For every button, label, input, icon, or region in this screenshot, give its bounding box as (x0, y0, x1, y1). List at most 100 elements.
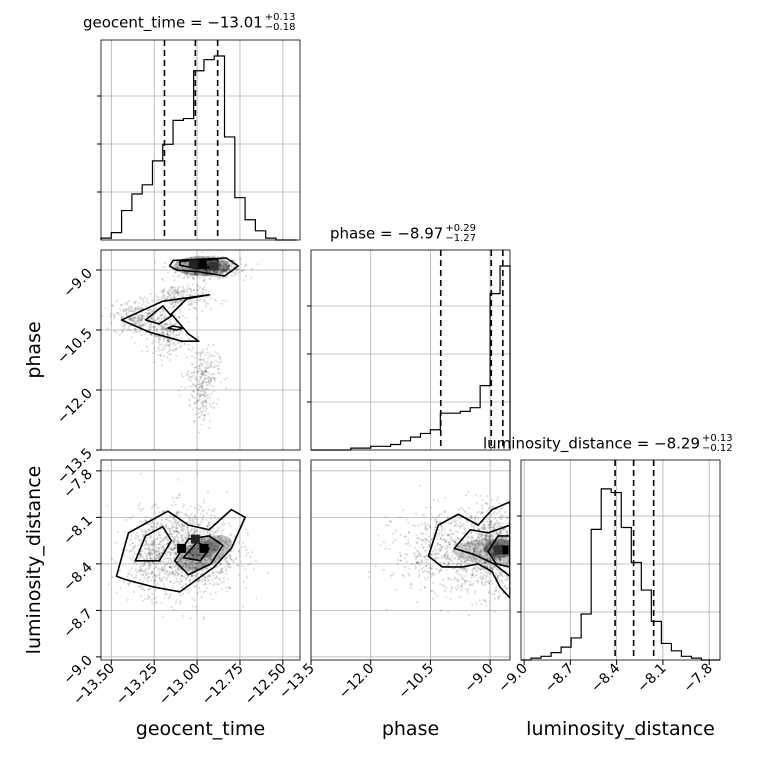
sample-point (153, 511, 157, 514)
sample-point (199, 359, 202, 362)
sample-point (195, 400, 199, 403)
sample-point (216, 527, 219, 530)
sample-point (438, 543, 442, 547)
sample-point (247, 534, 250, 537)
sample-point (195, 563, 198, 567)
sample-point (414, 557, 417, 560)
sample-point (447, 577, 450, 580)
sample-point (205, 269, 208, 272)
sample-point (212, 527, 215, 531)
sample-point (428, 545, 431, 548)
sample-point (447, 611, 450, 614)
sample-point (203, 298, 206, 301)
sample-point (433, 552, 437, 555)
sample-point (228, 264, 231, 267)
sample-point (169, 515, 172, 518)
sample-point (212, 548, 216, 551)
sample-point (195, 401, 198, 404)
sample-point (186, 547, 189, 550)
sample-point (148, 575, 151, 578)
sample-point (483, 599, 486, 602)
sample-point (150, 526, 154, 529)
sample-point (216, 565, 219, 568)
sample-point (202, 563, 206, 567)
sample-point (485, 544, 488, 547)
sample-point (219, 272, 222, 275)
sample-point (196, 393, 200, 396)
sample-point (160, 297, 164, 300)
sample-point (199, 555, 202, 558)
sample-point (500, 573, 503, 576)
sample-point (176, 496, 180, 500)
sample-point (494, 521, 497, 524)
sample-point (430, 567, 434, 570)
sample-point (190, 349, 193, 352)
sample-point (171, 535, 174, 538)
sample-point (201, 380, 205, 384)
sample-point (470, 515, 473, 518)
sample-point (221, 570, 224, 573)
sample-point (250, 276, 253, 279)
sample-point (153, 319, 156, 323)
sample-point (449, 578, 453, 581)
sample-point (477, 541, 480, 544)
scatter-panel-phase-vs-luminosity_distance (310, 459, 511, 661)
sample-point (190, 575, 193, 578)
sample-point (445, 569, 448, 572)
sample-point (416, 554, 420, 557)
sample-point (168, 595, 172, 598)
sample-point (456, 584, 459, 587)
sample-point (482, 568, 485, 571)
sample-point (186, 372, 190, 375)
sample-point (226, 264, 229, 268)
sample-point (184, 316, 187, 319)
sample-point (149, 557, 153, 560)
sample-point (180, 585, 183, 589)
sample-point (487, 536, 490, 539)
sample-point (201, 372, 205, 375)
sample-point (169, 557, 172, 560)
sample-point (195, 567, 198, 570)
sample-point (219, 357, 222, 361)
sample-point (190, 574, 193, 577)
sample-point (473, 539, 477, 542)
sample-point (227, 260, 230, 263)
sample-point (479, 554, 482, 557)
sample-point (190, 560, 193, 564)
sample-point (147, 529, 150, 532)
sample-point (462, 522, 465, 526)
sample-point (367, 570, 370, 573)
sample-point (148, 554, 151, 557)
sample-point (139, 585, 142, 589)
sample-point (191, 519, 195, 522)
sample-point (194, 272, 197, 275)
sample-point (414, 566, 417, 570)
sample-point (506, 558, 509, 561)
sample-point (459, 573, 462, 576)
sample-point (499, 525, 502, 528)
sample-point (405, 553, 409, 556)
sample-point (460, 564, 463, 567)
sample-point (202, 540, 205, 543)
sample-point (146, 580, 150, 583)
sample-point (432, 549, 435, 552)
sample-point (198, 268, 202, 271)
sample-point (205, 274, 209, 277)
sample-point (225, 557, 228, 560)
sample-point (449, 536, 452, 539)
sample-point (470, 523, 473, 526)
sample-point (208, 557, 211, 560)
sample-point (239, 258, 242, 261)
sample-point (505, 530, 508, 533)
sample-point (209, 274, 212, 278)
sample-point (487, 517, 491, 520)
sample-point (133, 544, 137, 547)
sample-point (158, 325, 161, 328)
sample-point (191, 346, 195, 349)
sample-point (473, 592, 476, 595)
sample-point (403, 535, 406, 539)
sample-point (484, 534, 487, 537)
sample-point (147, 313, 150, 316)
sample-point (489, 543, 492, 546)
sample-point (499, 556, 502, 559)
